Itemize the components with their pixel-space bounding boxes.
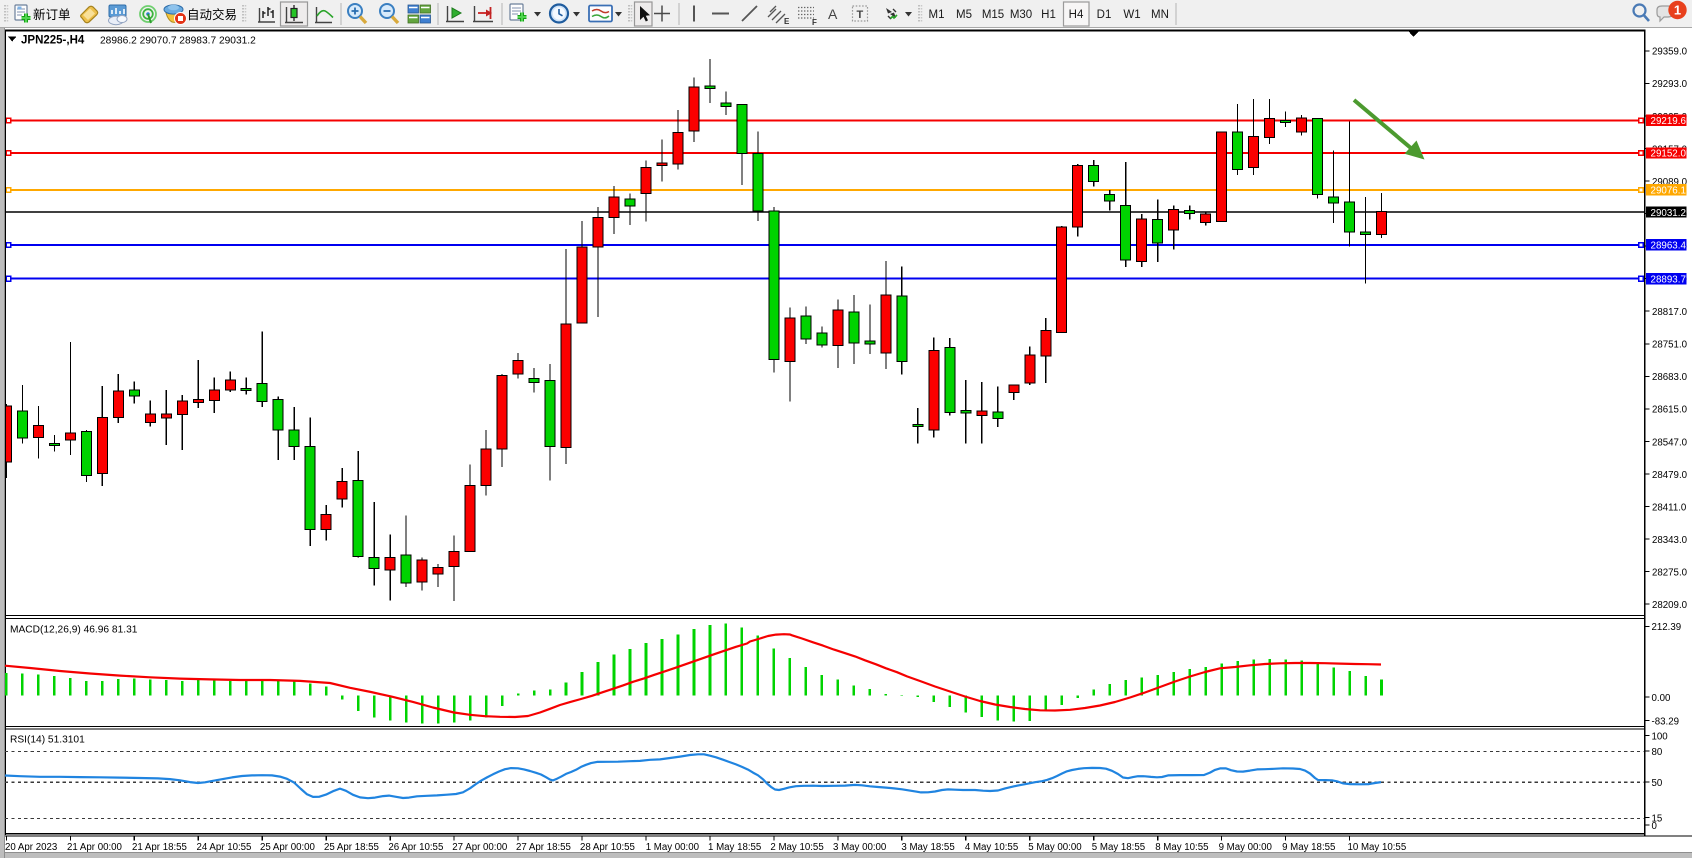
- svg-text:28963.4: 28963.4: [1651, 241, 1687, 252]
- svg-text:-83.29: -83.29: [1652, 716, 1679, 727]
- svg-text:T: T: [857, 9, 864, 21]
- svg-text:212.39: 212.39: [1652, 622, 1682, 633]
- svg-text:28209.0: 28209.0: [1652, 600, 1688, 611]
- svg-text:21 Apr 00:00: 21 Apr 00:00: [67, 842, 123, 853]
- svg-text:4 May 10:55: 4 May 10:55: [965, 842, 1018, 853]
- svg-text:29076.1: 29076.1: [1651, 186, 1686, 197]
- svg-text:28683.0: 28683.0: [1652, 372, 1688, 383]
- svg-text:28 Apr 10:55: 28 Apr 10:55: [580, 842, 635, 853]
- svg-text:25 Apr 00:00: 25 Apr 00:00: [260, 842, 316, 853]
- svg-text:9 May 18:55: 9 May 18:55: [1282, 842, 1335, 853]
- svg-text:10 May 10:55: 10 May 10:55: [1348, 842, 1407, 853]
- svg-text:28751.0: 28751.0: [1652, 340, 1688, 351]
- svg-text:2 May 10:55: 2 May 10:55: [770, 842, 823, 853]
- svg-text:3 May 18:55: 3 May 18:55: [901, 842, 954, 853]
- svg-text:28343.0: 28343.0: [1652, 535, 1688, 546]
- svg-text:自动交易: 自动交易: [187, 7, 237, 22]
- svg-text:0.00: 0.00: [1652, 693, 1671, 704]
- svg-text:27 Apr 18:55: 27 Apr 18:55: [516, 842, 571, 853]
- svg-text:JPN225-,H4: JPN225-,H4: [21, 35, 85, 47]
- svg-text:D1: D1: [1097, 9, 1112, 21]
- svg-text:29293.0: 29293.0: [1652, 79, 1688, 90]
- svg-text:25 Apr 18:55: 25 Apr 18:55: [324, 842, 379, 853]
- svg-text:28547.0: 28547.0: [1652, 437, 1688, 448]
- svg-text:5 May 00:00: 5 May 00:00: [1028, 842, 1082, 853]
- svg-text:26 Apr 10:55: 26 Apr 10:55: [388, 842, 443, 853]
- svg-text:RSI(14) 51.3101: RSI(14) 51.3101: [10, 735, 85, 746]
- svg-text:MN: MN: [1151, 9, 1169, 21]
- svg-text:28275.0: 28275.0: [1652, 568, 1688, 579]
- svg-text:1: 1: [1674, 3, 1681, 18]
- svg-text:W1: W1: [1123, 9, 1140, 21]
- svg-text:9 May 00:00: 9 May 00:00: [1219, 842, 1273, 853]
- svg-text:3 May 00:00: 3 May 00:00: [833, 842, 887, 853]
- svg-text:24 Apr 10:55: 24 Apr 10:55: [197, 842, 252, 853]
- svg-text:29089.0: 29089.0: [1652, 177, 1688, 188]
- svg-text:29359.0: 29359.0: [1652, 47, 1688, 58]
- svg-text:20 Apr 2023: 20 Apr 2023: [5, 842, 57, 853]
- svg-text:5 May 18:55: 5 May 18:55: [1092, 842, 1145, 853]
- svg-text:28986.2 29070.7 28983.7 29031.: 28986.2 29070.7 28983.7 29031.2: [100, 36, 256, 47]
- svg-text:M30: M30: [1010, 9, 1032, 21]
- svg-text:MACD(12,26,9) 46.96 81.31: MACD(12,26,9) 46.96 81.31: [10, 625, 138, 636]
- svg-text:50: 50: [1652, 778, 1663, 789]
- svg-text:27 Apr 00:00: 27 Apr 00:00: [452, 842, 508, 853]
- svg-text:M1: M1: [929, 9, 945, 21]
- svg-text:新订单: 新订单: [33, 7, 71, 22]
- svg-text:A: A: [828, 6, 838, 22]
- svg-text:15: 15: [1652, 813, 1663, 824]
- svg-text:28479.0: 28479.0: [1652, 470, 1688, 481]
- svg-text:21 Apr 18:55: 21 Apr 18:55: [132, 842, 187, 853]
- svg-text:H1: H1: [1041, 9, 1056, 21]
- svg-text:28411.0: 28411.0: [1652, 502, 1687, 513]
- svg-text:29031.2: 29031.2: [1651, 208, 1686, 219]
- svg-text:80: 80: [1652, 747, 1663, 758]
- svg-text:1 May 00:00: 1 May 00:00: [646, 842, 700, 853]
- svg-text:8 May 10:55: 8 May 10:55: [1155, 842, 1208, 853]
- svg-text:29219.6: 29219.6: [1651, 116, 1687, 127]
- svg-text:100: 100: [1652, 731, 1669, 742]
- svg-text:1 May 18:55: 1 May 18:55: [708, 842, 761, 853]
- svg-text:0: 0: [1652, 821, 1658, 832]
- svg-text:E: E: [784, 17, 790, 26]
- svg-text:F: F: [812, 18, 817, 27]
- svg-text:28615.0: 28615.0: [1652, 405, 1688, 416]
- svg-text:28893.7: 28893.7: [1651, 275, 1686, 286]
- svg-text:29152.0: 29152.0: [1651, 149, 1687, 160]
- svg-text:H4: H4: [1069, 9, 1084, 21]
- svg-text:M15: M15: [982, 9, 1004, 21]
- svg-text:28817.0: 28817.0: [1652, 307, 1688, 318]
- svg-text:M5: M5: [956, 9, 972, 21]
